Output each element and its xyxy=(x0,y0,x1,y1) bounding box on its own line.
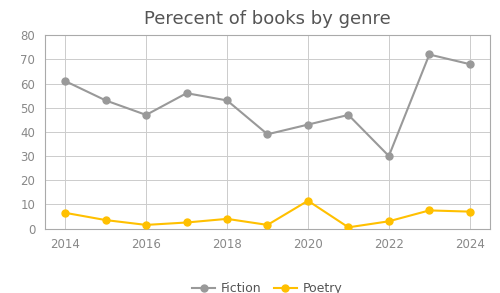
Fiction xyxy=(184,91,190,95)
Fiction xyxy=(224,99,230,102)
Fiction xyxy=(346,113,352,117)
Poetry xyxy=(102,218,108,222)
Fiction xyxy=(143,113,149,117)
Legend: Fiction, Poetry: Fiction, Poetry xyxy=(188,277,348,293)
Poetry xyxy=(224,217,230,221)
Poetry xyxy=(62,211,68,214)
Poetry xyxy=(264,223,270,227)
Poetry xyxy=(467,210,473,213)
Fiction xyxy=(264,132,270,136)
Title: Perecent of books by genre: Perecent of books by genre xyxy=(144,10,391,28)
Fiction xyxy=(305,123,311,126)
Poetry xyxy=(184,221,190,224)
Fiction xyxy=(426,53,432,56)
Fiction xyxy=(62,79,68,83)
Poetry xyxy=(386,219,392,223)
Poetry xyxy=(143,223,149,227)
Fiction xyxy=(467,62,473,66)
Line: Poetry: Poetry xyxy=(62,197,473,231)
Poetry xyxy=(346,226,352,229)
Fiction xyxy=(102,99,108,102)
Fiction xyxy=(386,154,392,158)
Poetry xyxy=(426,209,432,212)
Poetry xyxy=(305,199,311,202)
Line: Fiction: Fiction xyxy=(62,51,473,159)
